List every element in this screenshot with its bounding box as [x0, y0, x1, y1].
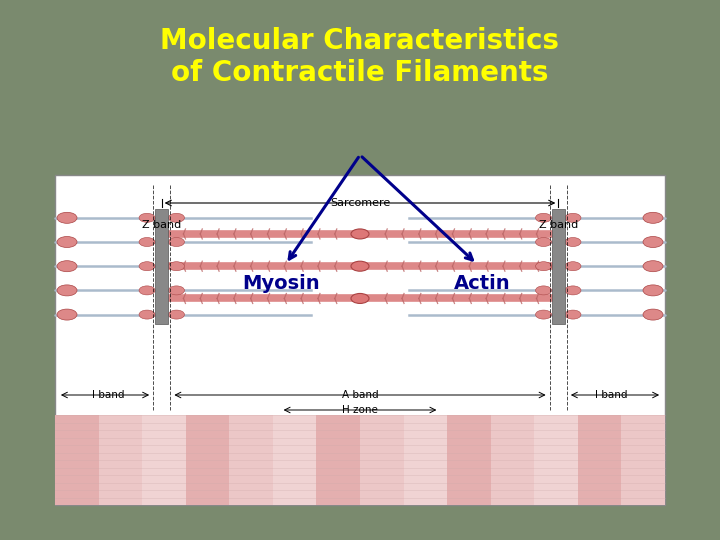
Text: I band: I band [595, 390, 628, 400]
Bar [273, 415, 316, 505]
Ellipse shape [643, 309, 663, 320]
Bar [534, 415, 578, 505]
Ellipse shape [57, 261, 77, 272]
Bar [404, 415, 447, 505]
Ellipse shape [565, 238, 581, 246]
Text: H zone: H zone [342, 405, 378, 415]
Ellipse shape [57, 237, 77, 247]
Ellipse shape [57, 212, 77, 224]
Ellipse shape [57, 309, 77, 320]
Ellipse shape [351, 229, 369, 239]
Ellipse shape [139, 262, 155, 271]
Ellipse shape [168, 310, 184, 319]
Ellipse shape [565, 262, 581, 271]
Bar [186, 415, 229, 505]
Text: Myosin: Myosin [242, 274, 320, 293]
Ellipse shape [139, 310, 155, 319]
Text: Actin: Actin [454, 274, 510, 293]
Bar [155, 208, 168, 324]
Ellipse shape [536, 213, 552, 222]
Ellipse shape [565, 286, 581, 295]
Text: Molecular Characteristics
of Contractile Filaments: Molecular Characteristics of Contractile… [161, 27, 559, 87]
Ellipse shape [565, 310, 581, 319]
Bar [316, 415, 360, 505]
Bar [55, 415, 665, 505]
Ellipse shape [168, 213, 184, 222]
Ellipse shape [536, 310, 552, 319]
Ellipse shape [351, 261, 369, 271]
Text: A band: A band [342, 390, 378, 400]
Ellipse shape [168, 262, 184, 271]
Ellipse shape [351, 293, 369, 303]
Ellipse shape [643, 212, 663, 224]
Bar [552, 208, 565, 324]
Ellipse shape [565, 213, 581, 222]
Ellipse shape [139, 286, 155, 295]
Ellipse shape [643, 237, 663, 247]
Ellipse shape [57, 285, 77, 296]
Ellipse shape [643, 261, 663, 272]
Ellipse shape [536, 286, 552, 295]
Bar [491, 415, 534, 505]
Bar [360, 415, 404, 505]
Bar [621, 415, 665, 505]
Bar [55, 175, 665, 505]
Bar [447, 415, 491, 505]
Bar [578, 415, 621, 505]
Text: Z band: Z band [539, 220, 578, 230]
Bar [99, 415, 142, 505]
Bar [229, 415, 273, 505]
Ellipse shape [536, 262, 552, 271]
Bar [142, 415, 186, 505]
Ellipse shape [168, 238, 184, 246]
Text: Z band: Z band [142, 220, 181, 230]
Ellipse shape [139, 213, 155, 222]
Ellipse shape [643, 285, 663, 296]
Ellipse shape [536, 238, 552, 246]
Ellipse shape [168, 286, 184, 295]
Text: I band: I band [92, 390, 125, 400]
Bar [55, 415, 99, 505]
Text: Sarcomere: Sarcomere [330, 198, 390, 208]
Ellipse shape [139, 238, 155, 246]
